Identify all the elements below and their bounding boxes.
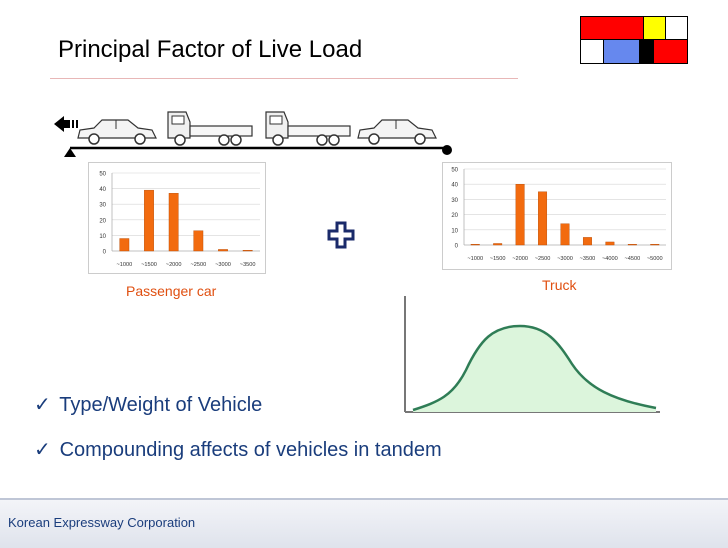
chart-frame [442, 162, 672, 270]
mondrian-white-top [665, 16, 688, 40]
beam-roller-support [442, 145, 452, 155]
footer-text: Korean Expressway Corporation [8, 515, 196, 530]
truck-icon [265, 111, 351, 146]
x-tick-label: ~2000 [166, 262, 182, 268]
mondrian-red-bottom [653, 39, 688, 64]
y-tick-label: 50 [451, 168, 458, 174]
distribution-curve [404, 296, 660, 413]
car-icon [77, 119, 157, 145]
bar [560, 223, 570, 246]
bar [605, 241, 615, 246]
bar [168, 193, 179, 252]
y-tick-label: 20 [99, 218, 106, 224]
beam-pin-support [64, 148, 76, 157]
y-tick-label: 0 [103, 250, 107, 256]
mondrian-blue [603, 39, 640, 64]
truck-caption: Truck [542, 277, 577, 293]
bar [470, 243, 480, 246]
x-tick-label: ~5000 [647, 256, 663, 262]
bar [493, 243, 503, 246]
y-tick-label: 40 [451, 183, 458, 189]
bar [119, 238, 130, 252]
mondrian-black [639, 39, 654, 64]
plus-icon [327, 221, 355, 249]
x-tick-label: ~1500 [490, 256, 506, 262]
y-tick-label: 0 [455, 244, 459, 250]
bar [582, 237, 592, 246]
x-tick-label: ~1500 [141, 262, 157, 268]
checkmark-icon: ✓ [34, 394, 51, 416]
x-tick-label: ~4500 [624, 256, 640, 262]
x-tick-label: ~3000 [557, 256, 573, 262]
y-tick-label: 40 [99, 187, 106, 193]
x-tick-label: ~2000 [512, 256, 528, 262]
bar [538, 191, 548, 246]
x-tick-label: ~4000 [602, 256, 618, 262]
y-tick-label: 30 [451, 198, 458, 204]
bar [242, 249, 253, 252]
y-tick-label: 30 [99, 203, 106, 209]
vehicle-train-illustration [54, 111, 452, 157]
bar [515, 184, 525, 246]
mondrian-yellow [643, 16, 666, 40]
passenger-car-caption: Passenger car [126, 283, 217, 299]
y-tick-label: 50 [99, 172, 106, 178]
truck-icon [167, 111, 253, 146]
bullet-compounding-text: Compounding affects of vehicles in tande… [59, 439, 442, 461]
title-underline [50, 78, 518, 79]
mondrian-white-bottom [580, 39, 604, 64]
x-tick-label: ~1000 [116, 262, 132, 268]
bullet-type-weight-text: Type/Weight of Vehicle [59, 394, 263, 416]
bar [627, 243, 637, 246]
x-tick-label: ~3000 [215, 262, 231, 268]
curve-area [413, 326, 656, 412]
bullet-type-weight: ✓ Type/Weight of Vehicle [34, 392, 262, 417]
y-tick-label: 10 [451, 228, 458, 234]
passenger-car-weight-chart: 0 10 20 30 40 50 ~1000 ~1500 ~2000 ~2500 ~3000 ~350… [88, 162, 266, 274]
y-tick-label: 20 [451, 213, 458, 219]
bar [193, 230, 204, 252]
checkmark-icon: ✓ [34, 439, 51, 461]
bar [144, 189, 154, 252]
arrow-left-icon [54, 116, 78, 132]
slide-title: Principal Factor of Live Load [58, 36, 363, 63]
mondrian-logo [580, 16, 688, 64]
x-tick-label: ~3500 [240, 262, 256, 268]
x-tick-label: ~2500 [190, 262, 206, 268]
mondrian-red-top [580, 16, 644, 40]
footer-bar [0, 498, 728, 548]
car-icon [357, 119, 437, 145]
x-tick-label: ~3500 [580, 256, 596, 262]
truck-weight-chart: 0 10 20 30 40 50 ~1000 ~1500 ~2000 ~2500 ~3000 ~350… [442, 162, 672, 270]
curve-line [412, 324, 657, 412]
bar [650, 243, 660, 246]
x-tick-label: ~2500 [535, 256, 551, 262]
bullet-compounding: ✓ Compounding affects of vehicles in tan… [34, 437, 442, 462]
x-tick-label: ~1000 [467, 256, 483, 262]
bar [218, 249, 228, 252]
y-tick-label: 10 [99, 234, 106, 240]
